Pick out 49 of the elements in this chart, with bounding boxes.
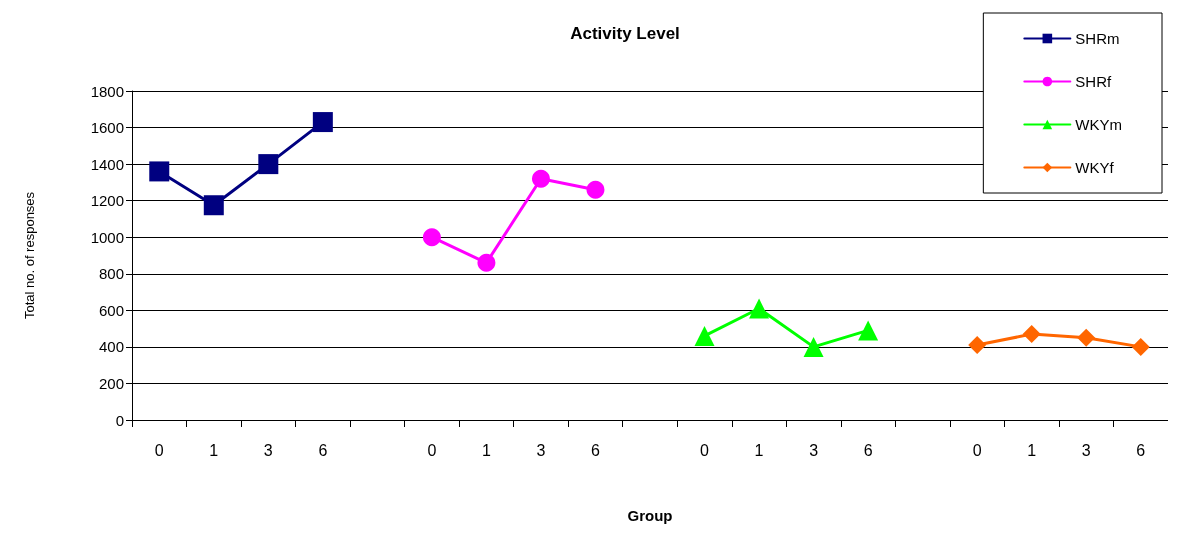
x-tick-label: 3 (809, 441, 819, 459)
x-tick-label: 0 (700, 441, 710, 459)
x-tick-label: 6 (1136, 441, 1146, 459)
point (694, 325, 715, 346)
x-tick-label: 6 (863, 441, 873, 459)
point (258, 154, 279, 175)
point (422, 228, 441, 247)
y-tick-label: 1800 (90, 82, 124, 100)
y-tick-label: 200 (98, 374, 124, 392)
point (203, 195, 224, 216)
y-tick-label: 0 (115, 411, 124, 429)
y-tick-label: 1000 (90, 228, 124, 246)
point (477, 253, 496, 272)
point (1077, 328, 1096, 347)
legend-label: SHRf (1075, 73, 1113, 90)
point (749, 298, 770, 319)
y-axis-title: Total no. of responses (22, 191, 37, 320)
y-tick-label: 600 (98, 301, 124, 319)
x-tick-label: 0 (972, 441, 982, 459)
x-axis-title: Group (627, 507, 673, 524)
x-tick-label: 1 (209, 441, 219, 459)
x-tick-label: 3 (1081, 441, 1091, 459)
point (968, 336, 987, 355)
x-tick-label: 3 (263, 441, 273, 459)
x-tick-label: 6 (318, 441, 328, 459)
legend-label: WKYm (1075, 116, 1123, 133)
y-tick-label: 400 (98, 338, 124, 356)
point (858, 320, 879, 341)
y-tick-label: 1600 (90, 119, 124, 137)
x-tick-label: 1 (481, 441, 491, 459)
point (531, 169, 550, 188)
legend-label: SHRm (1075, 30, 1120, 47)
x-tick-label: 0 (154, 441, 164, 459)
x-tick-label: 1 (1027, 441, 1037, 459)
x-tick-label: 1 (754, 441, 764, 459)
chart-title: Activity Level (570, 24, 680, 43)
point (312, 112, 333, 133)
y-tick-label: 1200 (90, 192, 124, 210)
legend-label: WKYf (1075, 159, 1115, 176)
point (803, 336, 824, 357)
point (1022, 325, 1041, 344)
point (149, 161, 170, 182)
x-tick-label: 6 (591, 441, 601, 459)
point (586, 180, 605, 199)
x-tick-label: 0 (427, 441, 437, 459)
y-tick-label: 1400 (90, 155, 124, 173)
point (1131, 337, 1150, 356)
x-tick-label: 3 (536, 441, 546, 459)
y-tick-label: 800 (98, 265, 124, 283)
